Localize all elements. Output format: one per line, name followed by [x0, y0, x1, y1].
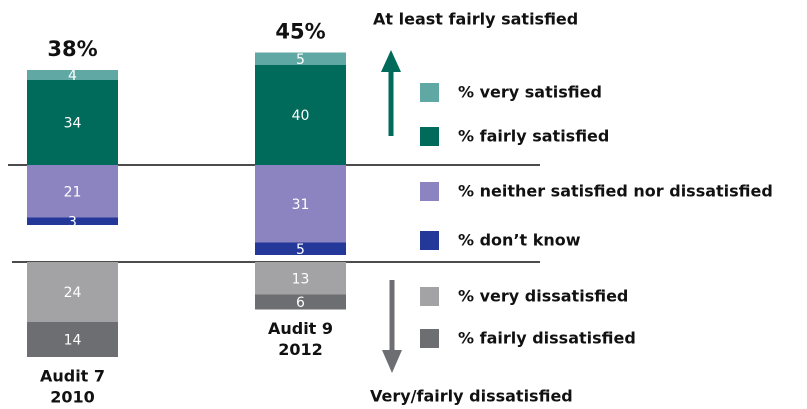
- category-label: Audit 7: [40, 367, 105, 386]
- bar-segment: [27, 322, 118, 357]
- segment-label: 14: [64, 333, 82, 349]
- bar-segment: [255, 165, 346, 243]
- category-label: Audit 9: [268, 319, 333, 338]
- segment-label: 3: [68, 214, 77, 230]
- legend-label: % very satisfied: [458, 83, 602, 102]
- legend-swatch: [420, 182, 439, 201]
- segment-label: 34: [64, 116, 82, 132]
- total-label: 45%: [275, 20, 325, 44]
- segment-label: 5: [296, 242, 305, 258]
- segment-label: 21: [64, 184, 82, 200]
- segment-label: 6: [296, 295, 305, 311]
- bar-segment: [255, 52, 346, 65]
- year-label: 2012: [278, 340, 323, 359]
- legend-label: % fairly satisfied: [458, 127, 609, 146]
- bar-segment: [27, 262, 118, 322]
- segment-label: 31: [292, 197, 310, 213]
- year-label: 2010: [50, 388, 95, 407]
- legend-swatch: [420, 287, 439, 306]
- bar-segment: [27, 80, 118, 165]
- legend-swatch: [420, 329, 439, 348]
- segment-label: 4: [68, 68, 77, 84]
- segment-label: 13: [292, 271, 310, 287]
- bar-segment: [255, 294, 346, 310]
- legend-label: % fairly dissatisfied: [458, 329, 636, 348]
- legend-label: % very dissatisfied: [458, 287, 628, 306]
- segment-label: 24: [64, 285, 82, 301]
- bar-segment: [27, 165, 118, 218]
- legend-label: % don’t know: [458, 231, 581, 250]
- legend-swatch: [420, 231, 439, 250]
- annotation: At least fairly satisfied: [373, 10, 578, 29]
- bar-segment: [255, 65, 346, 165]
- bar-segment: [255, 262, 346, 295]
- segment-label: 40: [292, 108, 310, 124]
- legend-swatch: [420, 83, 439, 102]
- bar-segment: [255, 242, 346, 255]
- bar-segment: [27, 217, 118, 225]
- total-label: 38%: [47, 37, 97, 61]
- legend-label: % neither satisfied nor dissatisfied: [458, 182, 773, 201]
- segment-label: 5: [296, 52, 305, 68]
- legend-swatch: [420, 127, 439, 146]
- down-arrow-head: [382, 350, 402, 373]
- up-arrow-head: [381, 50, 401, 72]
- bar-segment: [27, 70, 118, 80]
- annotation: Very/fairly dissatisfied: [370, 387, 573, 406]
